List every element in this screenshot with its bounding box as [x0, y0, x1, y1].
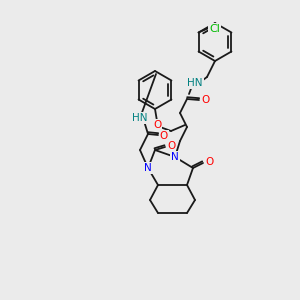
Text: O: O: [153, 120, 161, 130]
Text: N: N: [171, 152, 179, 162]
Text: O: O: [167, 141, 175, 151]
Text: HN: HN: [187, 78, 203, 88]
Text: O: O: [205, 157, 213, 167]
Text: HN: HN: [132, 113, 148, 123]
Text: O: O: [201, 95, 209, 105]
Text: O: O: [160, 131, 168, 141]
Text: N: N: [144, 163, 152, 173]
Text: Cl: Cl: [209, 23, 220, 34]
